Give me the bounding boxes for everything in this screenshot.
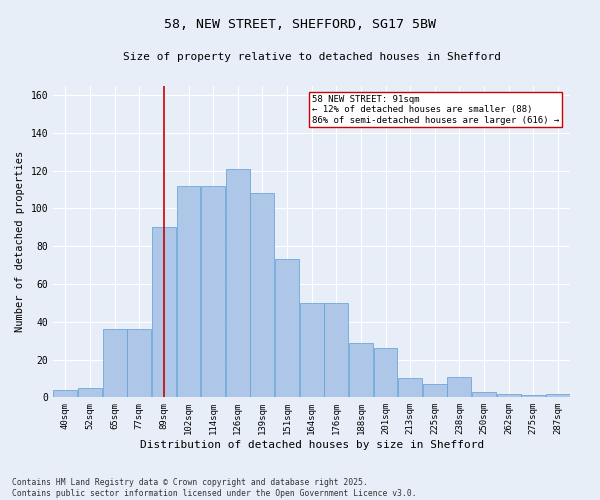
Bar [53,390,77,398]
Bar [226,168,250,398]
Bar [374,348,397,398]
Text: 58 NEW STREET: 91sqm
← 12% of detached houses are smaller (88)
86% of semi-detac: 58 NEW STREET: 91sqm ← 12% of detached h… [311,95,559,124]
Bar [497,394,521,398]
Bar [201,186,225,398]
Bar [250,193,274,398]
Bar [398,378,422,398]
Bar [521,396,545,398]
Bar [546,394,570,398]
Bar [78,388,102,398]
Bar [472,392,496,398]
Bar [152,227,176,398]
Bar [325,303,348,398]
Bar [423,384,447,398]
Bar [176,186,200,398]
X-axis label: Distribution of detached houses by size in Shefford: Distribution of detached houses by size … [140,440,484,450]
Y-axis label: Number of detached properties: Number of detached properties [15,151,25,332]
Text: 58, NEW STREET, SHEFFORD, SG17 5BW: 58, NEW STREET, SHEFFORD, SG17 5BW [164,18,436,30]
Title: Size of property relative to detached houses in Shefford: Size of property relative to detached ho… [122,52,500,62]
Bar [349,342,373,398]
Bar [448,376,472,398]
Text: Contains HM Land Registry data © Crown copyright and database right 2025.
Contai: Contains HM Land Registry data © Crown c… [12,478,416,498]
Bar [103,330,127,398]
Bar [275,260,299,398]
Bar [300,303,323,398]
Bar [127,330,151,398]
